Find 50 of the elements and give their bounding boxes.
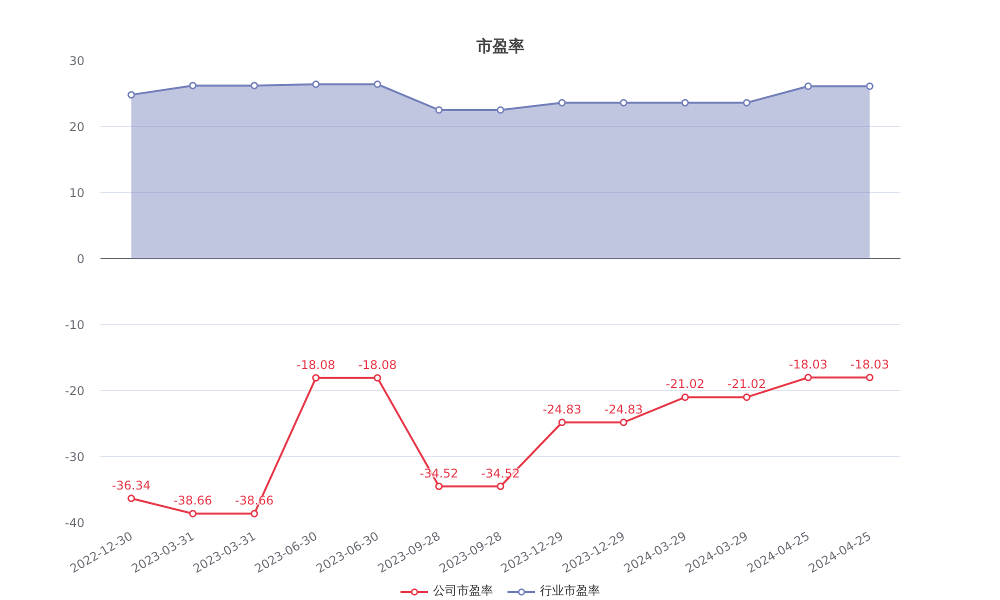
point <box>804 82 812 90</box>
y-tick-label: -40 <box>64 516 85 530</box>
point <box>742 393 750 401</box>
point <box>189 82 197 90</box>
y-tick-label: -30 <box>64 450 85 464</box>
point <box>374 80 382 88</box>
point <box>312 80 320 88</box>
y-tick-label: 10 <box>69 186 85 200</box>
data-label: -38.66 <box>235 494 274 508</box>
y-tick-label: -20 <box>64 384 85 398</box>
point <box>435 106 443 114</box>
point <box>742 98 750 106</box>
legend-label: 公司市盈率 <box>433 582 493 600</box>
point <box>804 374 812 382</box>
data-label: -21.02 <box>727 377 766 392</box>
data-label: -34.52 <box>420 466 458 480</box>
point <box>620 418 628 426</box>
data-label: -18.03 <box>788 358 828 372</box>
data-label: -24.83 <box>542 402 582 416</box>
point <box>558 98 566 106</box>
data-label: -18.03 <box>850 358 890 372</box>
y-tick-label: 30 <box>69 54 85 68</box>
point <box>558 418 566 426</box>
point <box>128 494 136 502</box>
point <box>250 82 258 90</box>
point <box>435 482 443 490</box>
point <box>496 482 504 490</box>
point <box>681 393 689 401</box>
chart-title: 市盈率 <box>476 36 524 56</box>
data-label: -36.34 <box>112 478 151 492</box>
data-label: -18.08 <box>358 358 397 372</box>
data-label: -38.66 <box>173 494 212 508</box>
point <box>681 98 689 106</box>
y-tick-label: 20 <box>69 120 85 134</box>
point <box>866 374 874 382</box>
y-tick-label: 0 <box>76 252 85 266</box>
data-label: -18.08 <box>296 358 336 372</box>
data-label: -24.83 <box>604 402 643 416</box>
point <box>312 374 320 382</box>
legend-label: 行业市盈率 <box>540 582 600 600</box>
point <box>496 106 504 114</box>
point <box>374 374 382 382</box>
point <box>620 98 628 106</box>
point <box>250 510 258 518</box>
data-label: -34.52 <box>481 466 520 480</box>
point <box>128 91 136 99</box>
point <box>189 510 197 518</box>
point <box>866 82 874 90</box>
y-tick-label: -10 <box>64 318 85 332</box>
data-label: -21.02 <box>666 377 704 392</box>
